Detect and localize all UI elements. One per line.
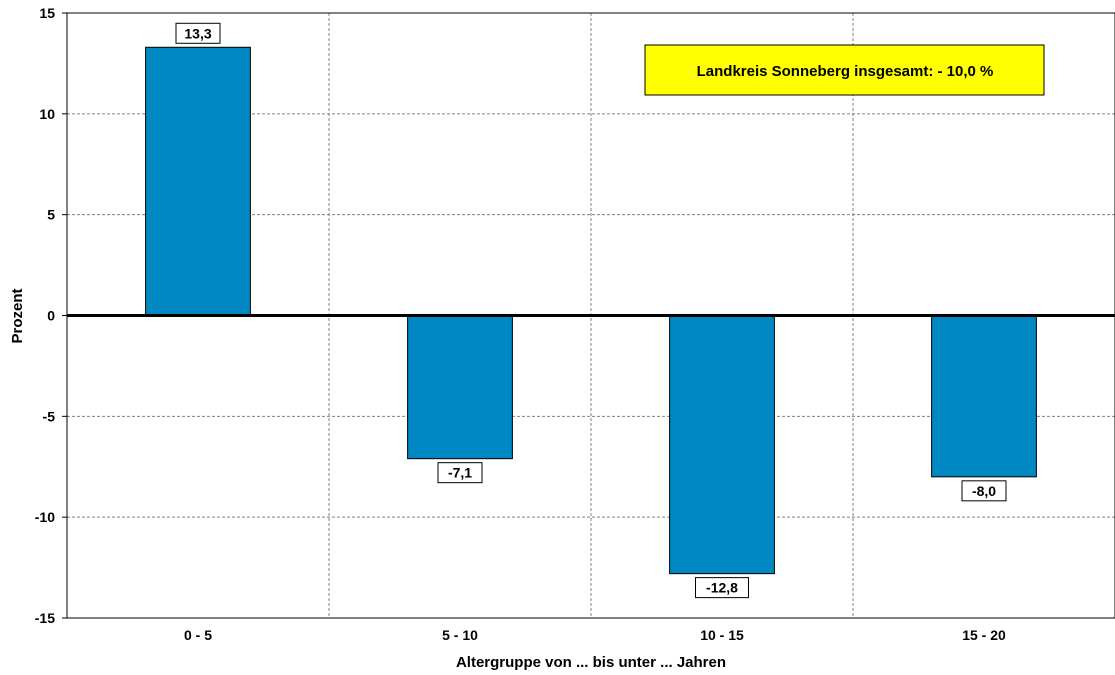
x-tick-label: 5 - 10 [442, 627, 478, 643]
data-label: 13,3 [175, 22, 221, 44]
y-tick-label: 5 [47, 207, 55, 223]
data-label-box [695, 577, 749, 599]
bar-15-20 [931, 315, 1037, 478]
y-axis-ticks: 15 10 5 0 -5 -10 -15 [35, 5, 67, 626]
annotation-text: Landkreis Sonneberg insgesamt: - 10,0 % [697, 63, 994, 80]
data-label: -7,1 [437, 462, 483, 484]
bar-5-10 [407, 315, 513, 460]
x-tick-label: 15 - 20 [962, 627, 1006, 643]
data-labels: 13,3 -7,1 -12,8 -8,0 [175, 22, 1007, 599]
data-label-box [961, 480, 1007, 502]
y-tick-label: 0 [47, 308, 55, 324]
y-axis-label: Prozent [9, 288, 26, 343]
y-tick-label: 10 [39, 106, 55, 122]
x-tick-label: 0 - 5 [184, 627, 212, 643]
data-label: -8,0 [961, 480, 1007, 502]
y-tick-label: -10 [35, 509, 55, 525]
data-label-text: -7,1 [448, 465, 472, 481]
data-label-text: -8,0 [972, 483, 996, 499]
data-label: -12,8 [695, 577, 749, 599]
bar-0-5 [145, 46, 251, 317]
annotation-box: Landkreis Sonneberg insgesamt: - 10,0 % [644, 44, 1045, 96]
y-tick-label: -15 [35, 610, 55, 626]
x-axis-ticks: 0 - 5 5 - 10 10 - 15 15 - 20 [184, 627, 1006, 643]
data-label-box [437, 462, 483, 484]
annotation-background [644, 44, 1045, 96]
y-tick-label: 15 [39, 5, 55, 21]
data-label-text: 13,3 [184, 25, 211, 41]
data-label-text: -12,8 [706, 580, 738, 596]
x-axis-label: Altergruppe von ... bis unter ... Jahren [456, 654, 726, 671]
y-tick-label: -5 [43, 408, 56, 424]
bar-10-15 [669, 315, 775, 575]
x-tick-label: 10 - 15 [700, 627, 744, 643]
data-label-box [175, 22, 221, 44]
bars [145, 46, 1037, 575]
